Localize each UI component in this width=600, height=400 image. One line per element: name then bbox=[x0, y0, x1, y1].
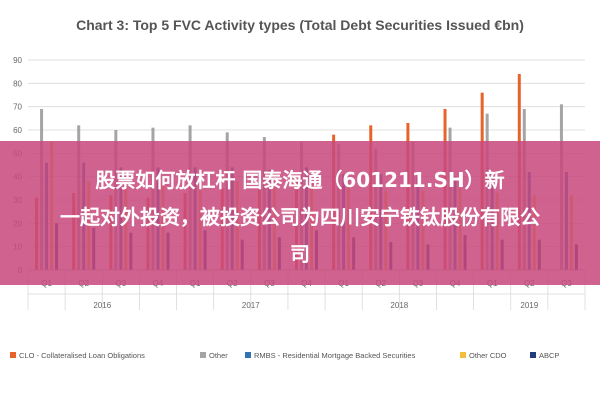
legend-item: CLO - Collateralised Loan Obligations bbox=[10, 351, 145, 360]
year-label: 2018 bbox=[390, 301, 408, 310]
legend-swatch bbox=[200, 352, 206, 358]
legend-swatch bbox=[245, 352, 251, 358]
legend-item: Other bbox=[200, 351, 228, 360]
overlay-text-line-3: 司 bbox=[290, 242, 310, 266]
legend-swatch bbox=[530, 352, 536, 358]
y-tick-label: 70 bbox=[13, 103, 22, 112]
year-label: 2017 bbox=[242, 301, 260, 310]
chart-title: Chart 3: Top 5 FVC Activity types (Total… bbox=[76, 17, 524, 33]
legend-item: RMBS - Residential Mortgage Backed Secur… bbox=[245, 351, 416, 360]
y-tick-label: 80 bbox=[13, 79, 22, 88]
legend-swatch bbox=[460, 352, 466, 358]
legend-label: ABCP bbox=[539, 351, 559, 360]
legend-label: Other CDO bbox=[469, 351, 507, 360]
legend-label: CLO - Collateralised Loan Obligations bbox=[19, 351, 145, 360]
legend: CLO - Collateralised Loan Obligations Oth… bbox=[10, 351, 559, 360]
overlay-text-line-1: 股票如何放杠杆 国泰海通（601211.SH）新 bbox=[95, 168, 505, 192]
legend-item: ABCP bbox=[530, 351, 559, 360]
legend-item: Other CDO bbox=[460, 351, 507, 360]
y-tick-label: 60 bbox=[13, 126, 22, 135]
overlay-text-line-2: 一起对外投资，被投资公司为四川安宁铁钛股份有限公 bbox=[60, 205, 540, 229]
year-label: 2016 bbox=[93, 301, 111, 310]
legend-swatch bbox=[10, 352, 16, 358]
legend-label: Other bbox=[209, 351, 228, 360]
year-label: 2019 bbox=[520, 301, 538, 310]
y-tick-label: 90 bbox=[13, 56, 22, 65]
legend-label: RMBS - Residential Mortgage Backed Secur… bbox=[254, 351, 416, 360]
overlay-banner[interactable]: 股票如何放杠杆 国泰海通（601211.SH）新 一起对外投资，被投资公司为四川… bbox=[0, 141, 600, 285]
